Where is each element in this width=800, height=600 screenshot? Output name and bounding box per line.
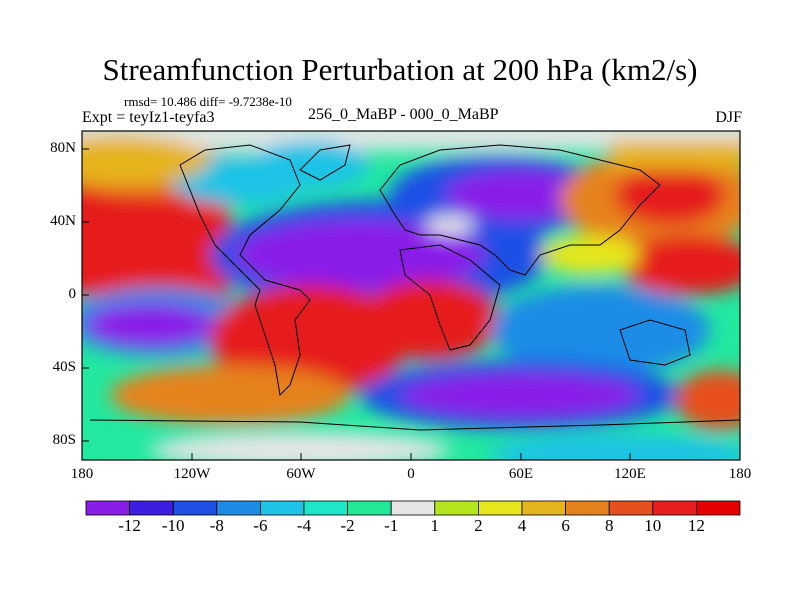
colorbar-label: 8 bbox=[604, 516, 614, 535]
lon-label-60e: 60E bbox=[508, 466, 534, 482]
lon-label-0: 0 bbox=[407, 466, 415, 482]
lat-label-80n: 80N bbox=[50, 140, 76, 156]
lon-label-180e: 180 bbox=[728, 466, 752, 482]
colorbar-label: -12 bbox=[118, 516, 141, 535]
colorbar-swatch bbox=[608, 500, 654, 516]
experiment-label: Expt = teyIz1-teyfa3 bbox=[82, 109, 215, 126]
colorbar-label: -2 bbox=[340, 516, 355, 535]
lon-label-180w: 180 bbox=[70, 466, 94, 482]
colorbar-swatch bbox=[477, 500, 523, 516]
colorbar-label: 2 bbox=[474, 516, 483, 535]
colorbar-label: 4 bbox=[517, 516, 527, 535]
colorbar-swatch bbox=[172, 500, 218, 516]
lon-ticks bbox=[81, 453, 741, 460]
colorbar-swatch bbox=[259, 500, 305, 516]
lat-ticks bbox=[82, 148, 89, 442]
colorbar-label: 6 bbox=[561, 516, 570, 535]
experiment-subtitle: 256_0_MaBP - 000_0_MaBP bbox=[308, 106, 499, 123]
lat-label-40s: 40S bbox=[52, 359, 76, 375]
lon-label-120w: 120W bbox=[173, 466, 211, 482]
lat-label-40n: 40N bbox=[50, 213, 76, 229]
colorbar bbox=[85, 500, 741, 516]
colorbar-swatch bbox=[696, 500, 741, 516]
colorbar-label: -6 bbox=[253, 516, 268, 535]
colorbar-swatch bbox=[347, 500, 392, 516]
colorbar-swatch bbox=[652, 500, 697, 516]
figure-title: Streamfunction Perturbation at 200 hPa (… bbox=[102, 52, 698, 87]
rmsd-stats: rmsd= 10.486 diff= -9.7238e-10 bbox=[124, 94, 292, 109]
colorbar-swatch bbox=[521, 500, 566, 516]
colorbar-swatch bbox=[565, 500, 610, 516]
streamfunction-field bbox=[82, 131, 740, 460]
colorbar-swatch bbox=[85, 500, 130, 516]
season-label: DJF bbox=[715, 109, 742, 126]
colorbar-label: -1 bbox=[384, 516, 399, 535]
colorbar-label: -8 bbox=[209, 516, 224, 535]
colorbar-swatch bbox=[434, 500, 479, 516]
coastlines bbox=[89, 144, 740, 431]
colorbar-swatch bbox=[216, 500, 261, 516]
colorbar-label: -10 bbox=[161, 516, 185, 535]
colorbar-label: -4 bbox=[296, 516, 312, 535]
lon-label-120e: 120E bbox=[614, 466, 646, 482]
colorbar-swatch bbox=[303, 500, 348, 516]
colorbar-label: 10 bbox=[644, 516, 662, 535]
colorbar-label: 12 bbox=[687, 516, 705, 535]
colorbar-swatch bbox=[390, 500, 436, 516]
colorbar-label: 1 bbox=[430, 516, 440, 535]
lat-label-0: 0 bbox=[68, 286, 77, 302]
colorbar-swatch bbox=[129, 500, 174, 516]
lon-label-60w: 60W bbox=[286, 466, 316, 482]
lat-label-80s: 80S bbox=[52, 432, 76, 448]
